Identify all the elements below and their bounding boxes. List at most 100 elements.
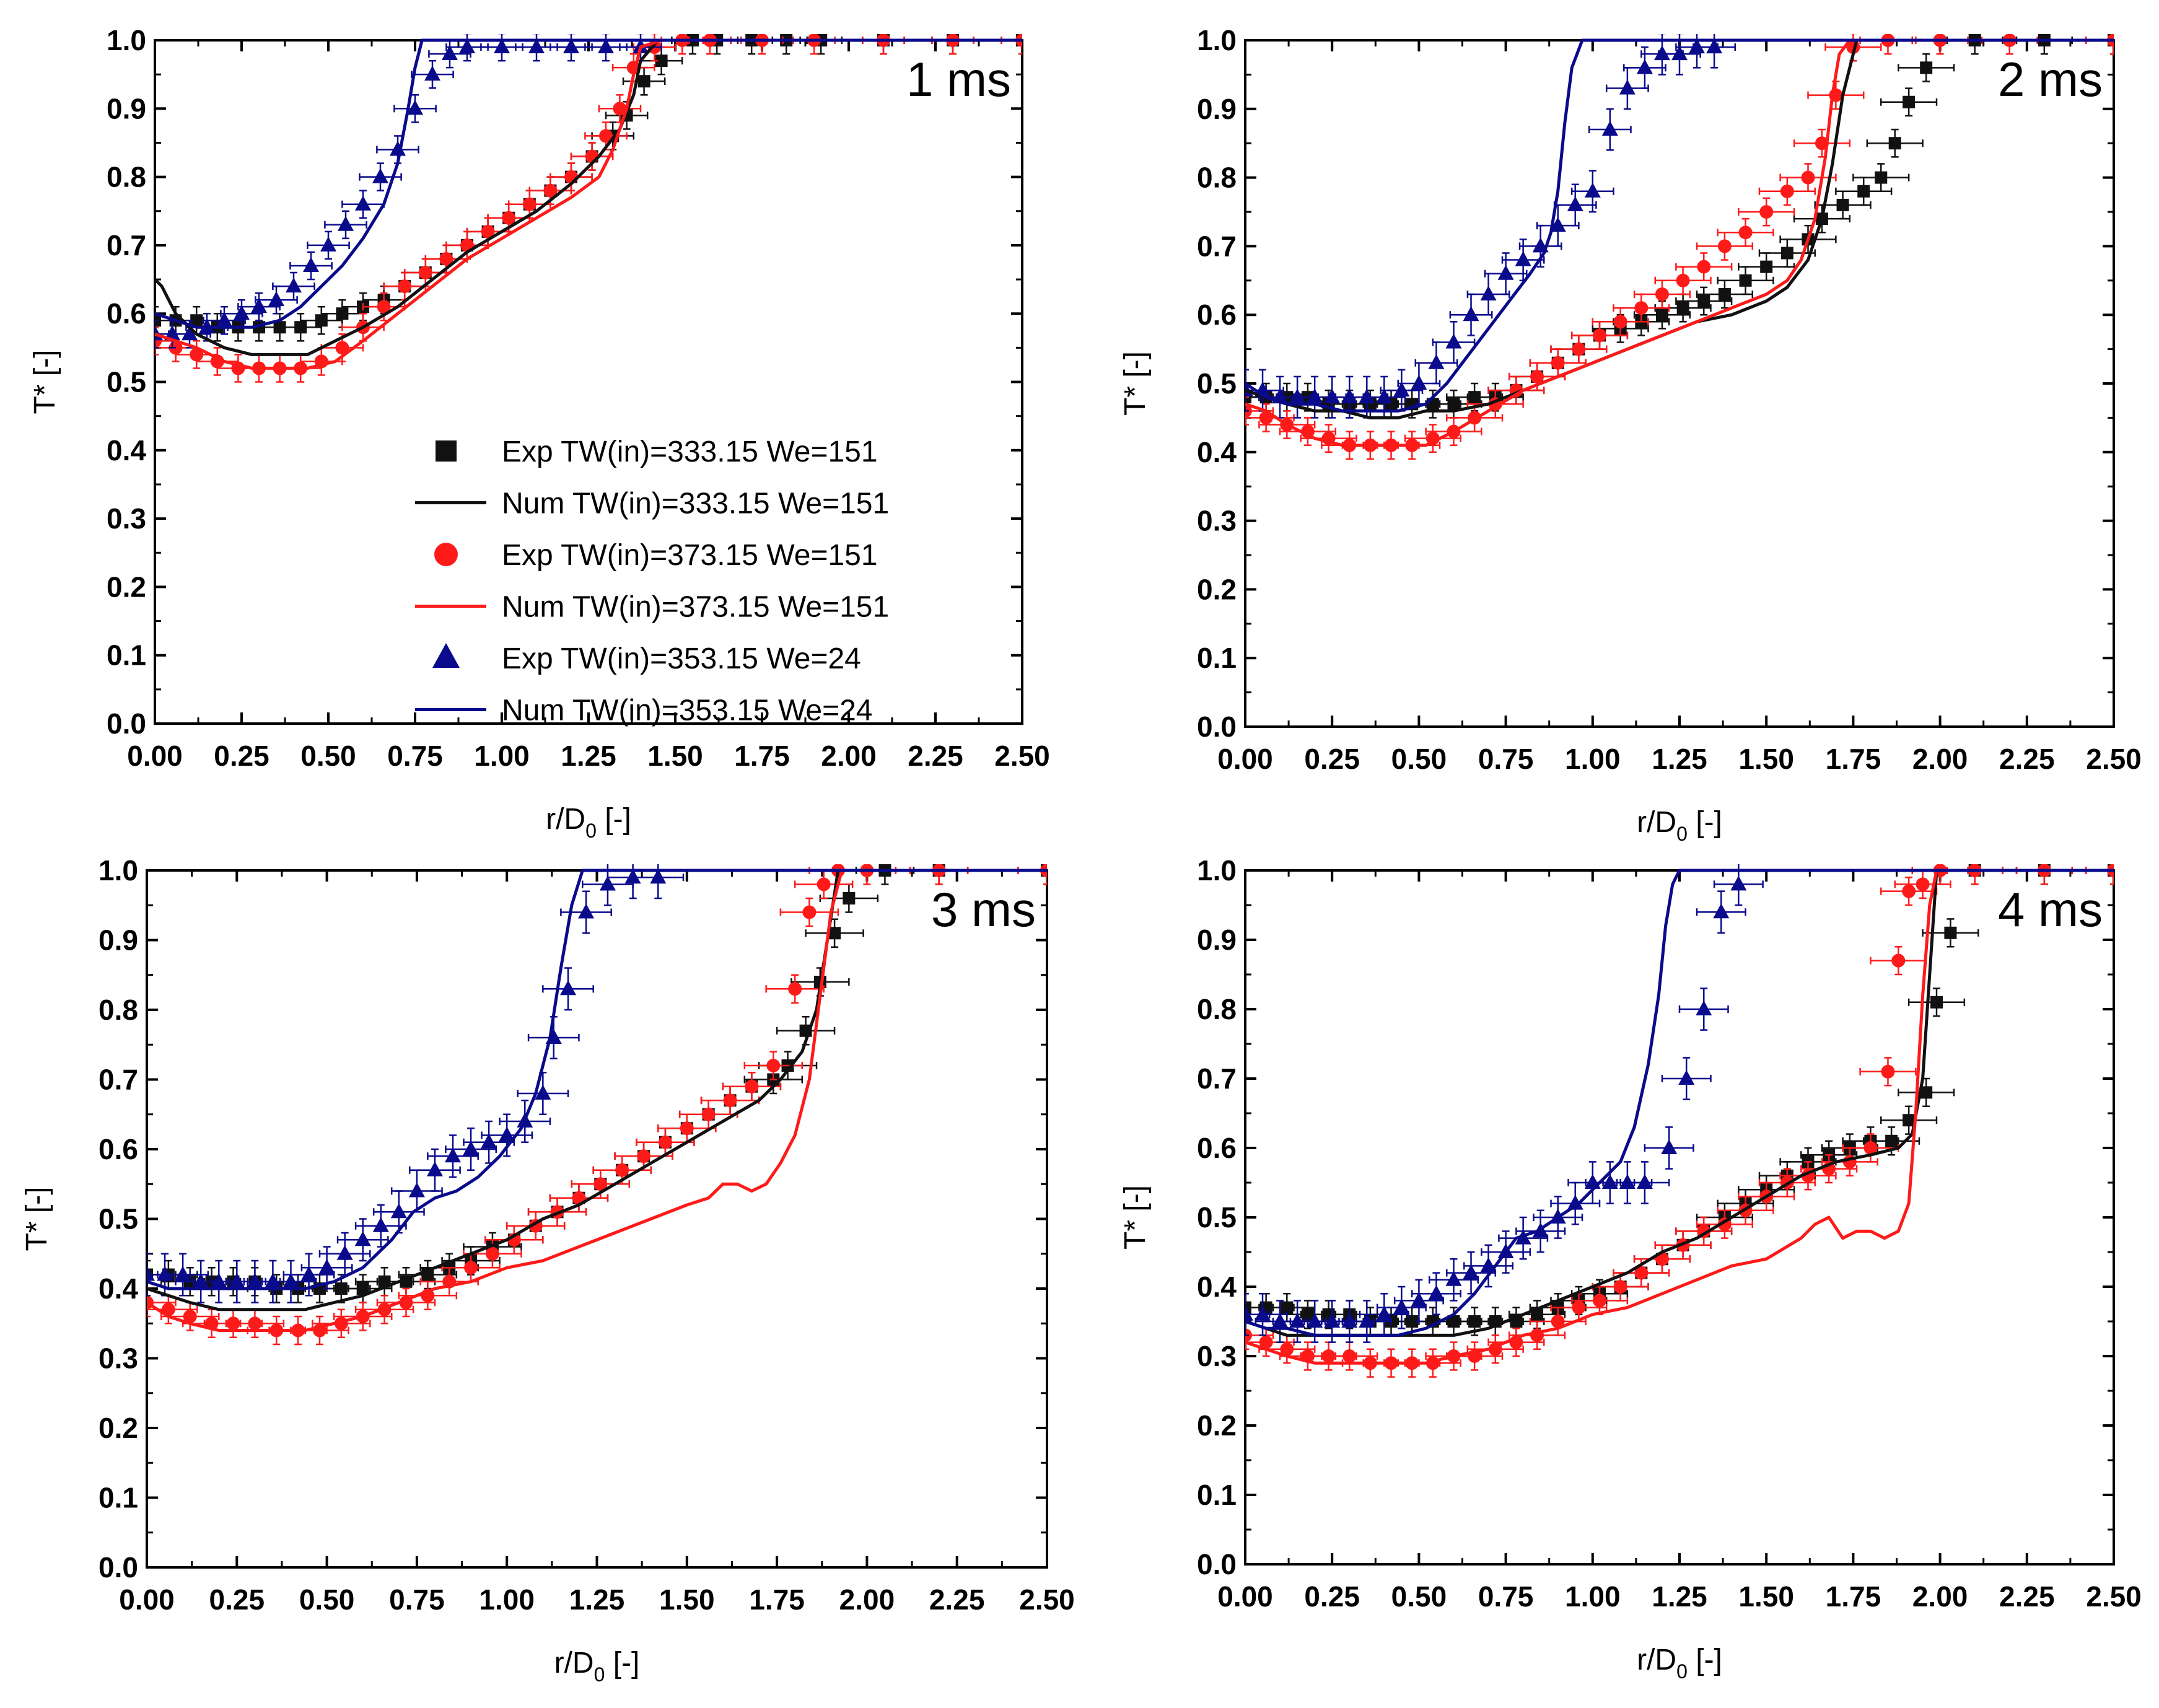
data-point-circle <box>464 1261 478 1275</box>
data-point-circle <box>377 300 391 314</box>
data-point-triangle <box>563 38 579 54</box>
data-point-triangle <box>268 291 284 307</box>
data-point-circle <box>1697 260 1711 274</box>
data-point-triangle <box>445 1147 462 1163</box>
y-tick-label: 0.4 <box>107 434 146 466</box>
y-tick-label: 0.1 <box>99 1482 138 1514</box>
data-point-triangle <box>1359 1313 1375 1328</box>
data-point-circle <box>190 348 204 362</box>
legend-label: Exp TW(in)=373.15 We=151 <box>502 539 878 572</box>
y-tick-label: 0.9 <box>1197 93 1237 125</box>
data-point-triangle <box>1678 1070 1695 1085</box>
data-point-circle <box>1881 1064 1895 1079</box>
x-tick-label: 0.25 <box>214 740 269 772</box>
x-axis-label: r/D0 [-] <box>554 1647 640 1686</box>
data-point-triangle <box>1341 1313 1358 1328</box>
data-point-square <box>1920 61 1933 74</box>
legend: Exp TW(in)=333.15 We=151 Num TW(in)=333.1… <box>415 436 889 727</box>
y-tick-label: 0.2 <box>1197 1409 1237 1442</box>
y-tick-label: 0.8 <box>1197 993 1237 1025</box>
data-point-square <box>655 55 668 68</box>
data-point-triangle <box>1671 45 1688 61</box>
x-tick-label: 1.75 <box>734 740 790 772</box>
data-point-circle <box>1863 1141 1878 1155</box>
data-point-triangle <box>300 1266 317 1281</box>
data-point-circle <box>522 197 536 211</box>
data-point-triangle <box>494 38 510 54</box>
data-point-circle <box>599 129 613 143</box>
data-point-circle <box>248 1316 262 1331</box>
data-point-triangle <box>1706 38 1723 54</box>
data-point-triangle <box>426 1161 443 1176</box>
x-tick-label: 1.00 <box>1565 743 1621 775</box>
data-point-circle <box>766 1059 781 1072</box>
data-point-triangle <box>1619 1174 1636 1189</box>
data-point-triangle <box>1341 388 1358 404</box>
data-point-triangle <box>481 1133 497 1149</box>
y-tick-label: 0.7 <box>99 1064 138 1096</box>
data-point-triangle <box>229 1272 245 1288</box>
data-point-triangle <box>282 1272 299 1288</box>
y-tick-label: 0.2 <box>107 571 146 603</box>
y-tick-label: 0.4 <box>1197 436 1237 468</box>
y-tick-label: 0.6 <box>1197 1132 1237 1164</box>
y-tick-label: 0.0 <box>1197 1548 1237 1580</box>
legend-marker-square <box>436 440 457 462</box>
x-tick-label: 2.25 <box>1999 743 2055 775</box>
data-point-triangle <box>1515 251 1531 266</box>
y-tick-label: 0.5 <box>1197 367 1237 400</box>
y-tick-label: 0.7 <box>1197 230 1237 262</box>
x-tick-label: 2.25 <box>929 1583 985 1616</box>
data-point-triangle <box>1445 333 1462 349</box>
data-point-circle <box>788 982 802 996</box>
data-point-triangle <box>1463 1264 1479 1279</box>
y-tick-label: 0.8 <box>107 161 146 193</box>
x-tick-label: 0.50 <box>1391 743 1447 775</box>
data-point-triangle <box>1549 217 1566 232</box>
y-tick-label: 0.9 <box>1197 924 1237 956</box>
y-tick-label: 1.0 <box>99 854 138 887</box>
data-point-square <box>1903 95 1916 108</box>
y-tick-label: 0.2 <box>99 1412 138 1444</box>
series-line <box>155 38 1022 329</box>
data-point-square <box>1760 260 1773 273</box>
data-point-triangle <box>318 1259 335 1274</box>
x-tick-label: 0.75 <box>1478 1580 1534 1613</box>
y-tick-label: 0.0 <box>1197 711 1237 743</box>
data-point-square <box>1676 302 1689 315</box>
data-point-circle <box>502 211 516 225</box>
data-point-circle <box>481 224 495 239</box>
data-point-triangle <box>1584 182 1601 198</box>
x-tick-label: 1.25 <box>561 740 616 772</box>
y-axis-label: T* [-] <box>28 350 61 414</box>
data-point-square <box>1944 926 1957 939</box>
plot-frame <box>146 869 1048 1569</box>
data-point-triangle <box>650 869 667 884</box>
y-axis-label: T* [-] <box>1119 351 1152 416</box>
data-point-triangle <box>338 216 354 231</box>
data-point-triangle <box>1730 875 1747 891</box>
x-tick-label: 0.50 <box>1391 1580 1447 1613</box>
x-tick-label: 0.00 <box>119 1583 175 1616</box>
data-point-triangle <box>463 1141 480 1155</box>
data-point-circle <box>637 1149 651 1163</box>
data-point-circle <box>1530 369 1544 383</box>
data-point-triangle <box>535 1085 551 1100</box>
x-tick-label: 1.75 <box>1826 1580 1881 1613</box>
y-tick-label: 0.4 <box>1197 1271 1237 1303</box>
data-point-triangle <box>1567 1194 1583 1210</box>
data-point-triangle <box>1411 375 1427 390</box>
data-point-square <box>294 321 307 334</box>
data-point-triangle <box>1463 306 1479 322</box>
y-tick-label: 0.9 <box>107 92 146 125</box>
data-point-triangle <box>1567 196 1583 211</box>
data-point-triangle <box>1245 1305 1253 1321</box>
data-point-circle <box>418 266 432 280</box>
x-axis-label: r/D0 [-] <box>1637 1644 1722 1683</box>
data-point-triangle <box>1696 1001 1712 1015</box>
data-point-circle <box>1801 170 1815 185</box>
data-point-circle <box>1551 356 1565 370</box>
data-point-square <box>1697 295 1710 308</box>
data-point-triangle <box>1584 1174 1601 1189</box>
data-point-circle <box>485 1246 499 1261</box>
